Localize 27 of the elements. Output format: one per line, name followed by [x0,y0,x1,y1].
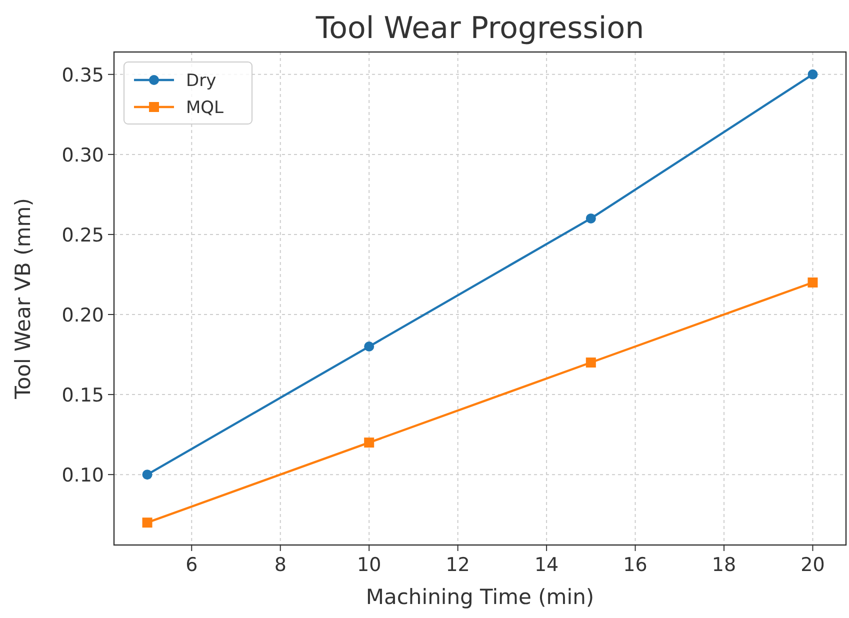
y-tick-label: 0.30 [62,144,104,166]
y-tick-label: 0.35 [62,64,104,86]
x-tick-label: 6 [186,554,198,576]
y-axis-title: Tool Wear VB (mm) [11,198,35,400]
point [586,213,596,224]
x-tick-label: 12 [446,554,470,576]
x-tick-label: 14 [534,554,559,576]
x-tick-label: 18 [712,554,736,576]
legend-label: MQL [186,98,224,118]
x-tick-label: 16 [623,554,648,576]
x-tick-label: 20 [800,554,825,576]
point [142,518,152,528]
point [586,358,596,368]
y-tick-label: 0.10 [62,464,104,487]
x-axis-title: Machining Time (min) [366,585,594,609]
y-tick-label: 0.15 [62,384,104,407]
legend-label: Dry [186,71,216,91]
x-tick-label: 8 [274,554,286,576]
y-tick-label: 0.20 [62,304,104,327]
point [808,277,818,288]
chart-title: Tool Wear Progression [314,11,644,46]
x-tick-label: 10 [356,554,382,576]
point [364,438,374,448]
point [364,342,374,352]
point [142,470,152,480]
y-tick-label: 0.25 [62,224,104,246]
point [808,69,818,80]
